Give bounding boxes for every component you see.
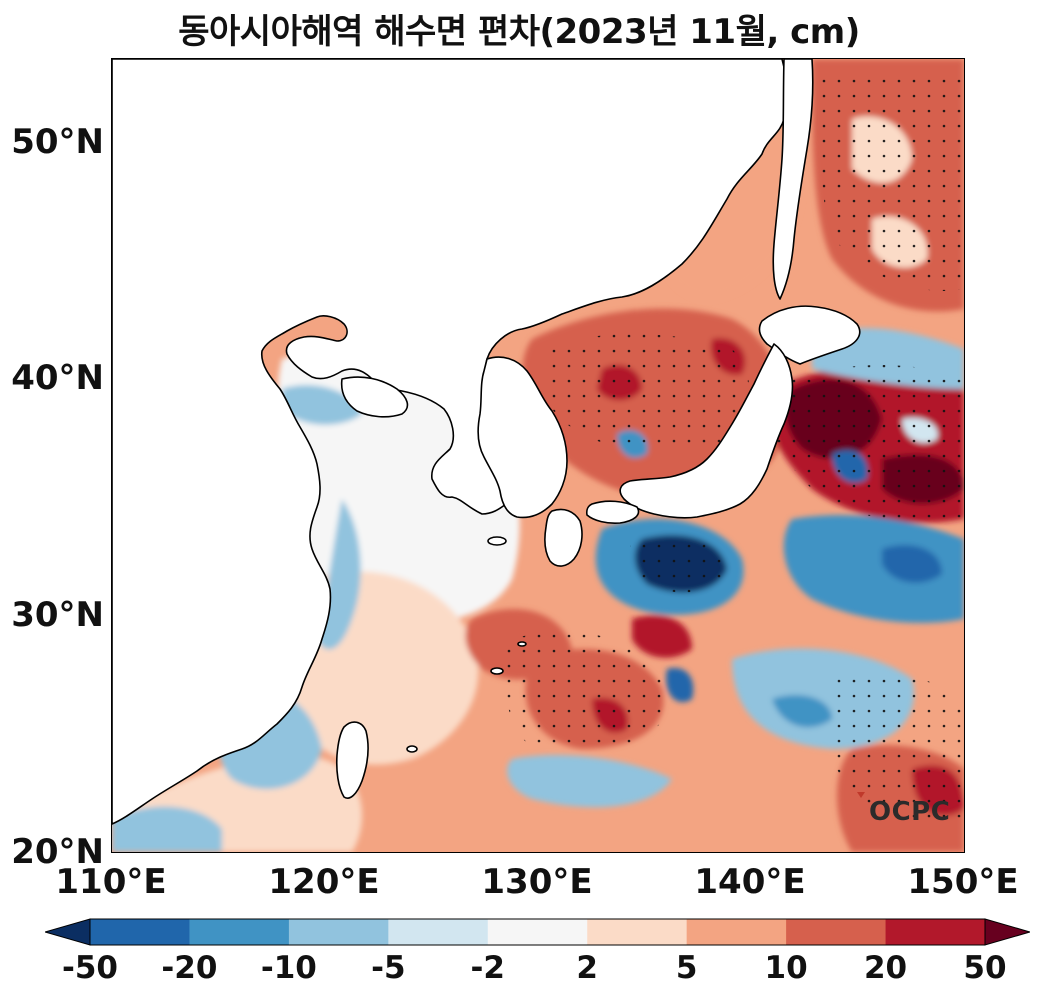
lon-label-120e: 120°E [268,862,380,902]
stipple-okhotsk [812,79,964,291]
lon-label-140e: 140°E [694,862,806,902]
colorbar-tick-label: -20 [161,950,218,986]
colorbar-segment [786,919,887,945]
colorbar-segment [388,919,489,945]
colorbar-border [89,918,986,946]
stipple-south [503,631,672,753]
lon-label-150e: 150°E [907,862,1019,902]
stipple-east-sea [542,334,750,453]
colorbar-segment [885,919,986,945]
ocpc-logo: OCPC [869,797,951,827]
colorbar-tick-label: -5 [371,950,406,986]
east-cold-band-core [882,545,942,583]
page-title: 동아시아해역 해수면 편차(2023년 11월, cm) [178,12,860,52]
korean-peninsula [477,356,568,519]
colorbar-tick-label: 50 [963,950,1007,986]
colorbar-extend-min [45,918,91,946]
philippine-sea-cold-core [772,695,832,728]
land [112,59,861,825]
colorbar-tick-label: -2 [470,950,505,986]
bohai-blue [282,385,362,425]
south-cold-band [507,755,672,808]
colorbar-tick-label: 10 [764,950,808,986]
colorbar-segment [487,919,588,945]
east-cold-band [783,515,964,623]
colorbar-segment [587,919,688,945]
shandong-peninsula [340,376,409,418]
mid-warm-2 [632,615,692,658]
colorbar-tick-label: -50 [61,950,118,986]
stipple-se [832,671,964,822]
taiwan [335,721,369,799]
colorbar-segment [288,919,389,945]
hokkaido [758,305,861,365]
jeju-island [487,536,507,546]
colorbar-tick-label: 20 [863,950,908,986]
amami-island [517,641,527,647]
lat-label-40n: 40°N [11,358,104,398]
asian-mainland [112,59,790,825]
colorbar-segment [189,919,290,945]
kyushu [544,508,583,567]
stipple-cold-eddy [630,535,727,593]
small-eddy-cold [666,668,694,703]
lon-label-130e: 130°E [481,862,593,902]
colorbar-tick-label: 2 [576,950,598,986]
colorbar-tick-label: -10 [260,950,317,986]
map-canvas [112,59,964,852]
south-blue [112,806,222,852]
stipple-kuroshio [769,365,964,523]
colorbar-segment [90,919,190,945]
okinawa-island [490,667,504,675]
colorbar-tick-label: 5 [675,950,698,986]
lat-label-20n: 20°N [11,832,104,872]
colorbar [45,918,1030,946]
logo-mark [857,792,865,798]
sakhalin [772,59,814,300]
lon-label-110e: 110°E [55,862,167,902]
colorbar-segments [45,918,1030,946]
small-island-a [406,745,418,753]
lat-label-50n: 50°N [11,122,104,162]
colorbar-segment [686,919,787,945]
significance-stippling [503,79,964,822]
lat-label-30n: 30°N [11,595,104,635]
sea-level-anomaly-map [111,58,965,853]
colorbar-extend-max [984,918,1030,946]
shikoku [585,500,640,524]
